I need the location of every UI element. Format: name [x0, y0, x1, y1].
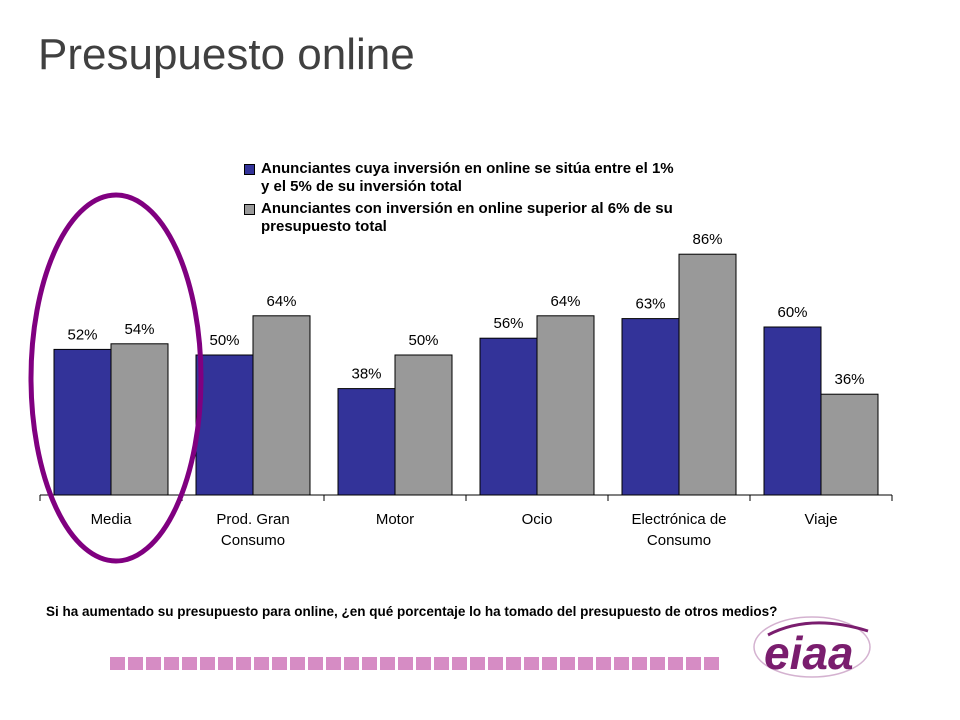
strip-segment: [650, 657, 665, 670]
strip-segment: [632, 657, 647, 670]
bar-2-0: [110, 343, 169, 496]
bar-2-3: [536, 315, 595, 496]
strip-segment: [614, 657, 629, 670]
strip-segment: [272, 657, 287, 670]
strip-segment: [704, 657, 719, 670]
bar-1-4: [621, 318, 680, 496]
data-label-2-1: 64%: [266, 293, 296, 310]
strip-segment: [524, 657, 539, 670]
strip-segment: [452, 657, 467, 670]
strip-segment: [488, 657, 503, 670]
data-label-2-3: 64%: [550, 293, 580, 310]
bar-1-0: [53, 348, 112, 496]
strip-segment: [578, 657, 593, 670]
bar-1-5: [763, 326, 822, 496]
data-label-1-1: 50%: [209, 332, 239, 349]
data-label-1-2: 38%: [351, 366, 381, 383]
data-label-2-0: 54%: [124, 321, 154, 338]
strip-segment: [218, 657, 233, 670]
legend-item-series-2: Anunciantes con inversión en online supe…: [244, 200, 684, 236]
strip-segment: [398, 657, 413, 670]
bar-2-4: [678, 253, 737, 496]
strip-segment: [506, 657, 521, 670]
bar-2-5: [820, 393, 879, 496]
chart-legend: Anunciantes cuya inversión en online se …: [244, 160, 684, 240]
bar-2-1: [252, 315, 311, 496]
strip-segment: [416, 657, 431, 670]
page-title: Presupuesto online: [38, 30, 415, 79]
strip-segment: [596, 657, 611, 670]
strip-segment: [200, 657, 215, 670]
strip-segment: [146, 657, 161, 670]
category-label-3: Ocio: [522, 511, 553, 528]
data-label-2-4: 86%: [692, 231, 722, 248]
legend-swatch-series-1: [244, 164, 255, 175]
strip-segment: [380, 657, 395, 670]
strip-segment: [128, 657, 143, 670]
legend-swatch-series-2: [244, 204, 255, 215]
data-label-1-5: 60%: [777, 304, 807, 321]
strip-segment: [164, 657, 179, 670]
progress-strip: [110, 657, 719, 670]
strip-segment: [686, 657, 701, 670]
strip-segment: [308, 657, 323, 670]
eiaa-logo: eiaa: [753, 616, 871, 679]
data-label-1-0: 52%: [67, 326, 97, 343]
strip-segment: [560, 657, 575, 670]
category-label-0: Media: [91, 511, 133, 528]
strip-segment: [236, 657, 251, 670]
strip-segment: [362, 657, 377, 670]
legend-item-series-1: Anunciantes cuya inversión en online se …: [244, 160, 684, 196]
data-label-2-5: 36%: [834, 371, 864, 388]
strip-segment: [470, 657, 485, 670]
bar-2-2: [394, 354, 453, 496]
bar-1-2: [337, 388, 396, 496]
strip-segment: [434, 657, 449, 670]
category-label-4: Electrónica de Consumo: [631, 511, 726, 549]
data-label-1-3: 56%: [493, 315, 523, 332]
strip-segment: [110, 657, 125, 670]
strip-segment: [542, 657, 557, 670]
category-label-2: Motor: [376, 511, 414, 528]
bar-1-3: [479, 337, 538, 496]
legend-label-series-2: Anunciantes con inversión en online supe…: [261, 200, 673, 235]
logo-text: eiaa: [764, 627, 854, 679]
strip-segment: [326, 657, 341, 670]
legend-label-series-1: Anunciantes cuya inversión en online se …: [261, 160, 674, 195]
data-label-2-2: 50%: [408, 332, 438, 349]
data-label-1-4: 63%: [635, 296, 665, 313]
survey-question: Si ha aumentado su presupuesto para onli…: [46, 604, 778, 619]
strip-segment: [254, 657, 269, 670]
strip-segment: [290, 657, 305, 670]
category-label-5: Viaje: [804, 511, 837, 528]
strip-segment: [344, 657, 359, 670]
bar-1-1: [195, 354, 254, 496]
category-label-1: Prod. Gran Consumo: [216, 511, 289, 549]
strip-segment: [668, 657, 683, 670]
highlight-ellipse: [28, 192, 204, 564]
strip-segment: [182, 657, 197, 670]
